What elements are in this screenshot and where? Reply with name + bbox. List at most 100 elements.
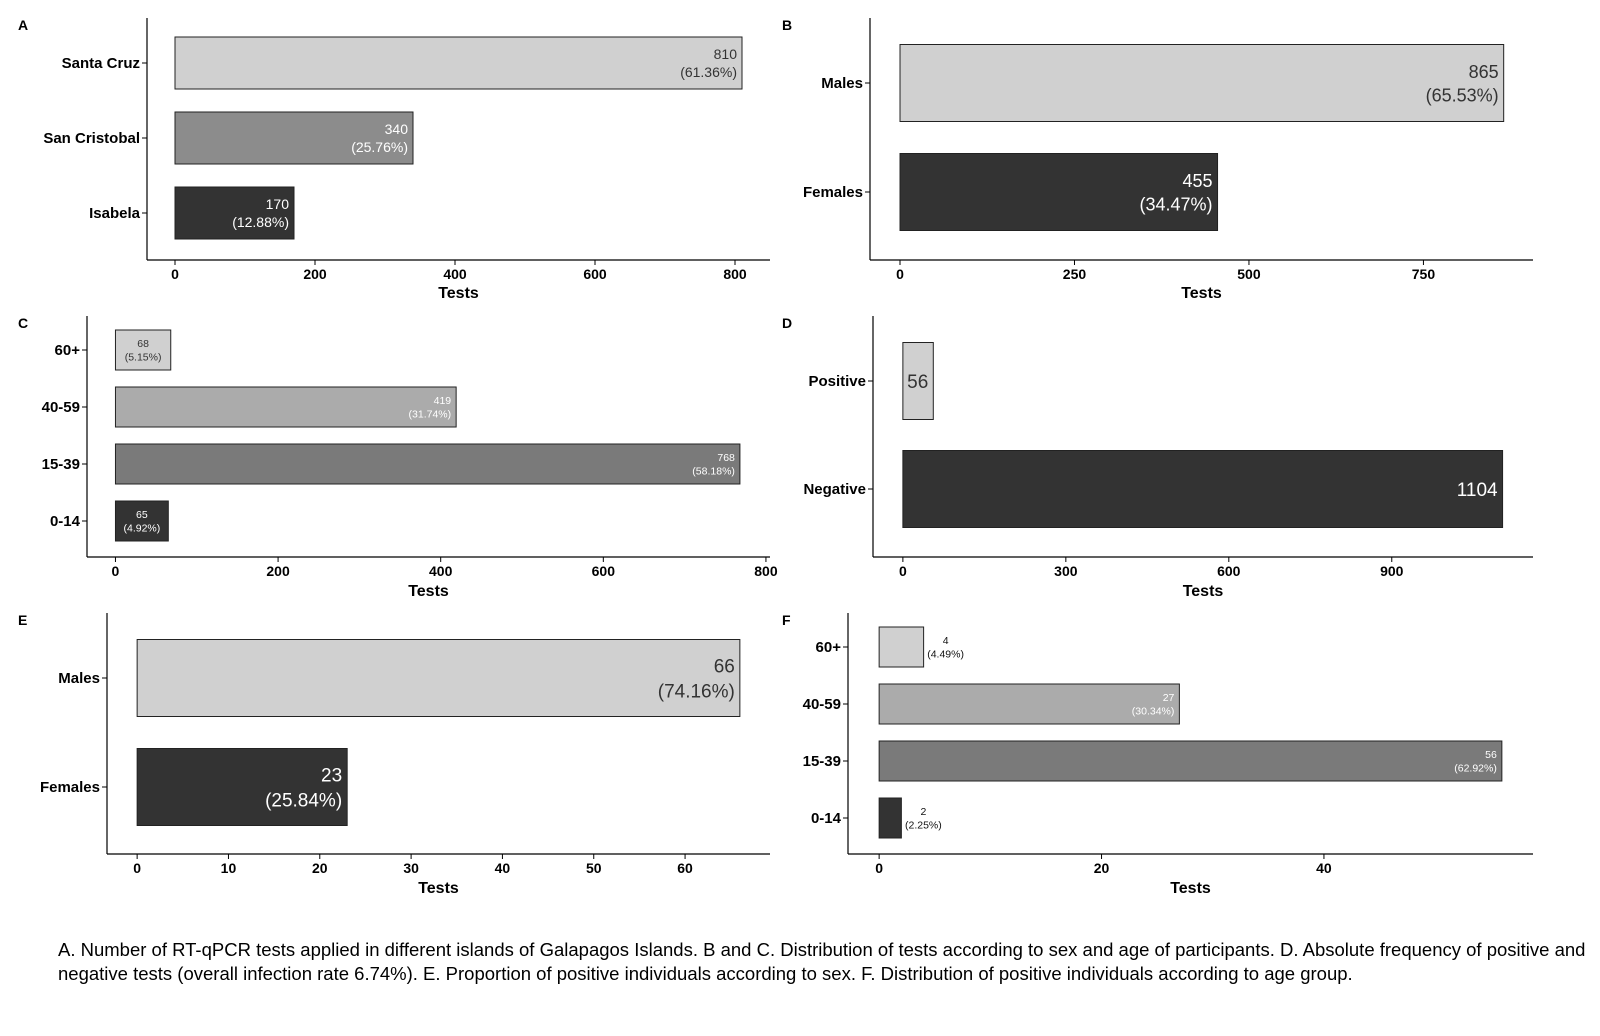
category-label-e: Females	[40, 779, 100, 796]
bar-d-1	[902, 450, 1504, 528]
panel-c: C 0 200 400 600 800 Tests 60+ 68 (5.15%) 40-59 419 (…	[18, 315, 778, 600]
category-label-b: Males	[821, 75, 863, 92]
x-tick-label-e: 40	[495, 860, 511, 876]
x-tick-label-c: 0	[112, 563, 120, 579]
category-label-f: 40-59	[803, 696, 841, 713]
category-label-d: Positive	[808, 373, 866, 390]
bar-e-0	[136, 639, 741, 717]
x-tick-label-c: 600	[592, 563, 616, 579]
x-tick-label-d: 900	[1380, 563, 1404, 579]
panel-e: E 0 10 20 30 40 50 60 Tests Males 66 (74.16%) Female…	[18, 612, 770, 897]
data-label-b: 865	[1469, 62, 1499, 82]
data-label-f: 56	[1485, 749, 1497, 761]
data-label-f: (2.25%)	[905, 820, 942, 832]
data-label-c: 65	[136, 509, 148, 521]
category-label-a: Santa Cruz	[62, 55, 140, 72]
bar-d-0	[902, 342, 934, 420]
category-label-c: 60+	[55, 342, 81, 359]
data-label-c: (4.92%)	[124, 523, 161, 535]
data-label-a: (25.76%)	[351, 139, 408, 155]
data-label-d: 56	[907, 372, 928, 393]
panel-letter-a: A	[18, 17, 28, 33]
x-tick-label-d: 0	[899, 563, 907, 579]
x-tick-label-c: 400	[429, 563, 453, 579]
data-label-e: 66	[714, 657, 735, 678]
data-label-c: 419	[434, 395, 452, 407]
data-label-a: 340	[385, 121, 409, 137]
x-axis-title-c: Tests	[408, 583, 449, 600]
data-label-f: 27	[1163, 692, 1175, 704]
x-tick-label-d: 600	[1217, 563, 1241, 579]
bar-a-1	[174, 111, 414, 165]
data-label-a: (12.88%)	[232, 214, 289, 230]
data-label-c: (5.15%)	[125, 352, 162, 364]
x-tick-label-e: 20	[312, 860, 328, 876]
data-label-a: (61.36%)	[680, 64, 737, 80]
data-label-c: (58.18%)	[692, 466, 735, 478]
category-label-f: 0-14	[811, 810, 842, 827]
data-label-c: 68	[137, 338, 149, 350]
data-label-a: 810	[714, 46, 738, 62]
bar-a-0	[174, 36, 743, 90]
data-label-f: (4.49%)	[927, 649, 964, 661]
category-label-f: 15-39	[803, 753, 841, 770]
bar-f-3	[878, 797, 902, 839]
x-tick-label-e: 0	[133, 860, 141, 876]
panel-f: F 0 20 40 Tests 60+ 4 (4.49%) 40-59 27 (30.34%) 15-…	[782, 612, 1533, 897]
panel-letter-e: E	[18, 612, 27, 628]
data-label-f: 2	[920, 806, 926, 818]
data-label-f: 4	[943, 635, 949, 647]
panel-b: B 0 250 500 750 Tests Males 865 (65.53%) Females 4…	[782, 17, 1533, 302]
bar-f-2	[878, 740, 1503, 782]
panel-d: D 0 300 600 900 Tests Positive 56 Negative 1104	[782, 315, 1533, 600]
x-tick-label-b: 0	[896, 266, 904, 282]
x-tick-label-e: 60	[677, 860, 693, 876]
bar-a-2	[174, 186, 295, 240]
data-label-c: (31.74%)	[409, 409, 452, 421]
data-label-e: 23	[321, 766, 342, 787]
data-label-e: (74.16%)	[658, 681, 735, 702]
data-label-e: (25.84%)	[265, 790, 342, 811]
bar-f-0	[878, 626, 925, 668]
x-tick-label-b: 500	[1237, 266, 1261, 282]
bar-b-1	[899, 153, 1219, 231]
x-axis-title-b: Tests	[1181, 285, 1222, 302]
category-label-a: San Cristobal	[43, 130, 140, 147]
x-tick-label-f: 0	[875, 860, 883, 876]
data-label-a: 170	[266, 196, 290, 212]
bar-f-1	[878, 683, 1180, 725]
category-label-c: 15-39	[42, 456, 80, 473]
x-axis-title-a: Tests	[438, 285, 479, 302]
x-tick-label-a: 200	[303, 266, 327, 282]
category-label-e: Males	[58, 670, 100, 687]
panel-a: A 0 200 400 600 800 Tests Santa Cruz 810 (61.36%)…	[18, 17, 770, 302]
panel-letter-b: B	[782, 17, 792, 33]
x-tick-label-a: 0	[171, 266, 179, 282]
category-label-b: Females	[803, 184, 863, 201]
x-tick-label-a: 600	[583, 266, 607, 282]
x-axis-title-e: Tests	[418, 880, 459, 897]
x-tick-label-c: 200	[266, 563, 290, 579]
data-label-b: 455	[1183, 171, 1213, 191]
x-tick-label-b: 750	[1412, 266, 1436, 282]
bar-c-1	[114, 386, 457, 428]
category-label-d: Negative	[803, 481, 866, 498]
data-label-f: (30.34%)	[1132, 706, 1175, 718]
panel-letter-c: C	[18, 315, 28, 331]
category-label-c: 0-14	[50, 513, 81, 530]
data-label-f: (62.92%)	[1454, 763, 1497, 775]
bar-c-3	[114, 500, 169, 542]
x-tick-label-e: 50	[586, 860, 602, 876]
category-label-c: 40-59	[42, 399, 80, 416]
data-label-b: (65.53%)	[1426, 85, 1499, 105]
data-label-d: 1104	[1457, 480, 1498, 501]
x-tick-label-f: 20	[1094, 860, 1110, 876]
bar-c-2	[114, 443, 741, 485]
x-tick-label-d: 300	[1054, 563, 1078, 579]
panel-letter-d: D	[782, 315, 792, 331]
bar-c-0	[114, 329, 172, 371]
category-label-a: Isabela	[89, 205, 141, 222]
x-tick-label-e: 10	[221, 860, 237, 876]
x-tick-label-e: 30	[403, 860, 419, 876]
